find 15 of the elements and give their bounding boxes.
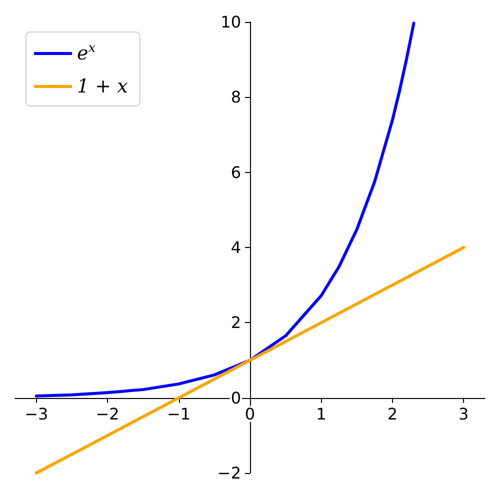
- y-tick-label: −2: [217, 464, 241, 482]
- x-tick-label: −1: [166, 404, 191, 424]
- y-tick-label: 8: [230, 88, 241, 107]
- y-tick-label: 6: [230, 162, 241, 182]
- x-tick-label: −2: [96, 404, 120, 424]
- x-tick-label: 0: [244, 404, 256, 424]
- legend-label: 1 + x: [77, 76, 128, 98]
- y-tick-label: 4: [230, 238, 241, 257]
- y-tick-label: 10: [220, 12, 241, 32]
- x-tick-label: 3: [458, 404, 469, 424]
- x-tick-label: 1: [316, 404, 326, 424]
- y-tick-label: 2: [230, 313, 241, 332]
- x-tick-label: −3: [24, 404, 48, 424]
- x-tick-label: 2: [387, 404, 398, 424]
- y-tick-label: 0: [230, 388, 241, 408]
